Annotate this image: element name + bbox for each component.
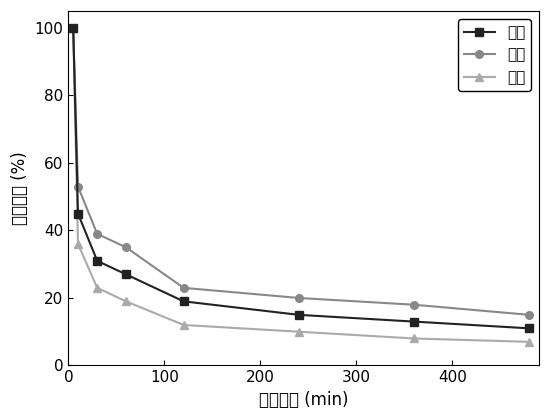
总酸	[295, 312, 302, 318]
总酸	[180, 299, 187, 304]
强酸	[75, 241, 81, 247]
Y-axis label: 相对酸量 (%): 相对酸量 (%)	[11, 152, 29, 225]
Line: 总酸: 总酸	[69, 24, 533, 332]
弱酸	[295, 295, 302, 300]
弱酸	[180, 285, 187, 290]
X-axis label: 处理时间 (min): 处理时间 (min)	[259, 391, 348, 409]
强酸	[123, 299, 129, 304]
总酸	[526, 326, 532, 331]
弱酸	[75, 184, 81, 189]
弱酸	[526, 312, 532, 318]
强酸	[411, 336, 417, 341]
总酸	[123, 272, 129, 277]
强酸	[70, 26, 76, 31]
弱酸	[123, 245, 129, 250]
总酸	[94, 258, 101, 263]
弱酸	[94, 231, 101, 236]
强酸	[180, 323, 187, 328]
弱酸	[70, 26, 76, 31]
Legend: 总酸, 弱酸, 强酸: 总酸, 弱酸, 强酸	[458, 19, 531, 91]
强酸	[526, 339, 532, 344]
强酸	[295, 329, 302, 334]
弱酸	[411, 302, 417, 307]
总酸	[75, 211, 81, 216]
总酸	[70, 26, 76, 31]
强酸	[94, 285, 101, 290]
Line: 强酸: 强酸	[69, 24, 534, 346]
总酸	[411, 319, 417, 324]
Line: 弱酸: 弱酸	[69, 24, 533, 319]
